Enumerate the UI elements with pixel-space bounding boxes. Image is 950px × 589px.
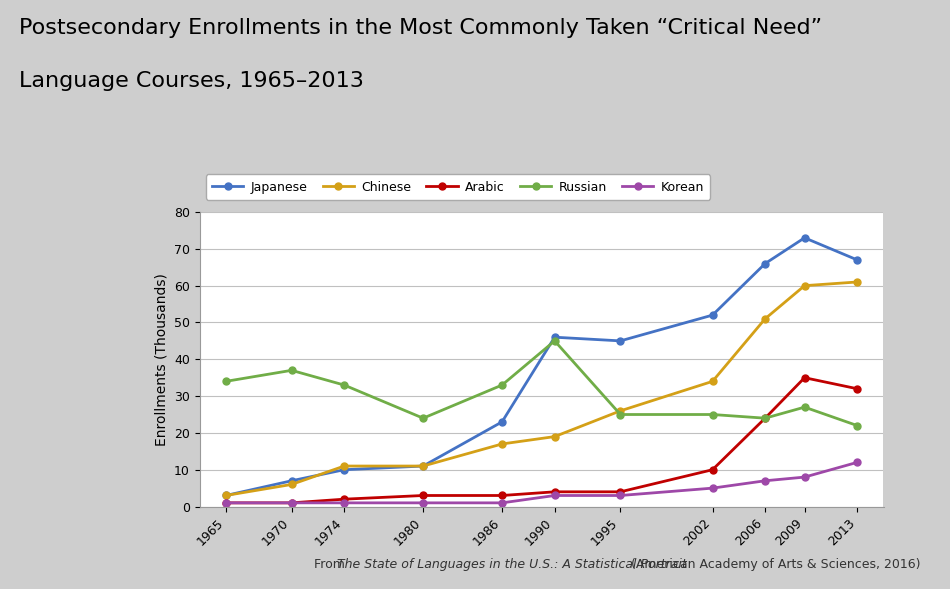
- Japanese: [707, 312, 718, 319]
- Russian: [799, 403, 810, 411]
- Arabic: [220, 499, 232, 507]
- Y-axis label: Enrollments (Thousands): Enrollments (Thousands): [154, 273, 168, 446]
- Russian: [417, 415, 428, 422]
- Chinese: [549, 433, 560, 440]
- Legend: Japanese, Chinese, Arabic, Russian, Korean: Japanese, Chinese, Arabic, Russian, Kore…: [206, 174, 711, 200]
- Russian: [707, 411, 718, 418]
- Arabic: [496, 492, 507, 499]
- Text: The State of Languages in the U.S.: A Statistical Portrait: The State of Languages in the U.S.: A St…: [337, 558, 687, 571]
- Text: (American Academy of Arts & Sciences, 2016): (American Academy of Arts & Sciences, 20…: [627, 558, 921, 571]
- Line: Russian: Russian: [222, 337, 861, 429]
- Russian: [759, 415, 770, 422]
- Text: From: From: [314, 558, 349, 571]
- Text: Language Courses, 1965–2013: Language Courses, 1965–2013: [19, 71, 364, 91]
- Japanese: [759, 260, 770, 267]
- Japanese: [286, 477, 297, 484]
- Arabic: [417, 492, 428, 499]
- Russian: [496, 382, 507, 389]
- Chinese: [707, 378, 718, 385]
- Japanese: [799, 234, 810, 241]
- Chinese: [417, 462, 428, 469]
- Russian: [549, 337, 560, 345]
- Korean: [220, 499, 232, 507]
- Japanese: [496, 418, 507, 425]
- Japanese: [549, 333, 560, 340]
- Line: Chinese: Chinese: [222, 279, 861, 499]
- Korean: [799, 474, 810, 481]
- Korean: [851, 459, 863, 466]
- Arabic: [549, 488, 560, 495]
- Korean: [707, 485, 718, 492]
- Korean: [338, 499, 350, 507]
- Japanese: [851, 256, 863, 263]
- Korean: [615, 492, 626, 499]
- Chinese: [338, 462, 350, 469]
- Arabic: [799, 374, 810, 381]
- Arabic: [707, 466, 718, 474]
- Chinese: [496, 441, 507, 448]
- Korean: [286, 499, 297, 507]
- Japanese: [417, 462, 428, 469]
- Line: Arabic: Arabic: [222, 374, 861, 507]
- Chinese: [851, 279, 863, 286]
- Russian: [615, 411, 626, 418]
- Line: Japanese: Japanese: [222, 234, 861, 499]
- Line: Korean: Korean: [222, 459, 861, 507]
- Chinese: [615, 408, 626, 415]
- Chinese: [220, 492, 232, 499]
- Russian: [220, 378, 232, 385]
- Arabic: [338, 496, 350, 503]
- Korean: [417, 499, 428, 507]
- Russian: [851, 422, 863, 429]
- Japanese: [338, 466, 350, 474]
- Russian: [338, 382, 350, 389]
- Chinese: [759, 315, 770, 322]
- Russian: [286, 367, 297, 374]
- Arabic: [286, 499, 297, 507]
- Arabic: [759, 415, 770, 422]
- Text: Postsecondary Enrollments in the Most Commonly Taken “Critical Need”: Postsecondary Enrollments in the Most Co…: [19, 18, 822, 38]
- Korean: [549, 492, 560, 499]
- Arabic: [851, 385, 863, 392]
- Korean: [496, 499, 507, 507]
- Arabic: [615, 488, 626, 495]
- Chinese: [286, 481, 297, 488]
- Chinese: [799, 282, 810, 289]
- Japanese: [615, 337, 626, 345]
- Japanese: [220, 492, 232, 499]
- Korean: [759, 477, 770, 484]
